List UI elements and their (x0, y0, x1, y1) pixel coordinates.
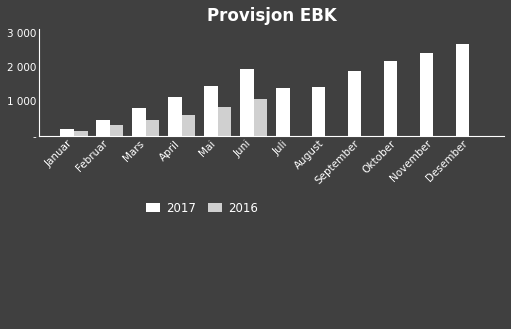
Bar (204, 86, 218, 136)
Bar (132, 108, 146, 136)
Bar (253, 99, 267, 136)
Bar (146, 120, 159, 136)
Bar (456, 44, 469, 136)
Bar (276, 88, 290, 136)
Bar (240, 69, 253, 136)
Title: Provisjon EBK: Provisjon EBK (207, 7, 336, 25)
Bar (110, 125, 124, 136)
Bar (420, 53, 433, 136)
Bar (74, 131, 87, 136)
Bar (348, 71, 361, 136)
Bar (312, 87, 326, 136)
Bar (96, 120, 110, 136)
Legend: 2017, 2016: 2017, 2016 (141, 197, 263, 219)
Bar (182, 115, 195, 136)
Bar (218, 107, 231, 136)
Bar (384, 61, 398, 136)
Bar (60, 129, 74, 136)
Bar (168, 97, 182, 136)
